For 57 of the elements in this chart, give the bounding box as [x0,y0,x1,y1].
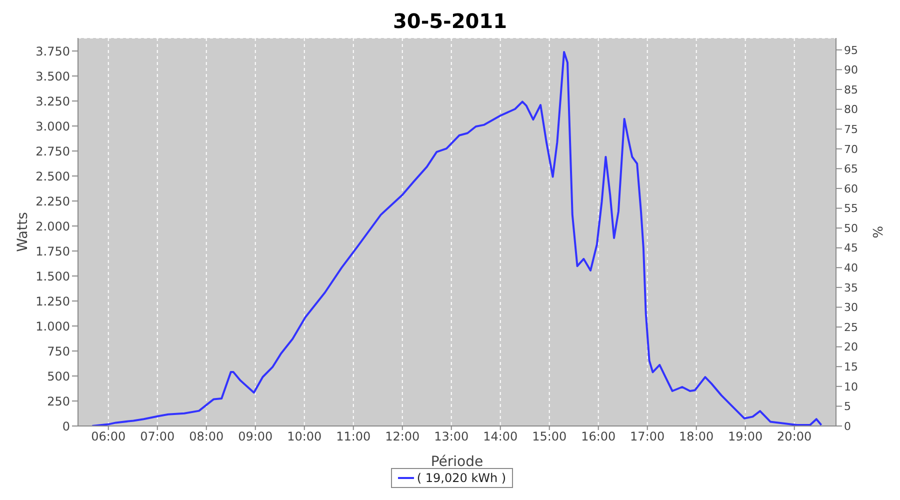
x-tick-label: 19:00 [728,430,763,444]
y-axis-title: Watts [14,212,31,252]
y-tick-label: 3.750 [36,44,70,58]
y2-tick-label: 45 [844,242,858,255]
y2-tick-label: 0 [844,420,851,433]
y2-tick-label: 90 [844,64,858,77]
y2-tick-label: 70 [844,142,858,156]
x-tick-label: 11:00 [336,430,371,444]
y2-tick-label: 95 [844,44,858,57]
y2-tick-label: 65 [844,162,858,176]
y-tick-label: 1.250 [36,294,70,308]
y2-tick-label: 80 [844,103,858,116]
y2-tick-label: 60 [844,182,858,196]
line-series [91,51,822,426]
y-tick-label: 3.500 [36,69,70,84]
y-tick-label: 2.500 [36,169,70,184]
x-tick-label: 16:00 [581,430,616,444]
y2-tick-label: 20 [844,340,858,354]
y2-tick-label: 30 [844,301,858,314]
y-tick-label: 3.000 [36,119,70,134]
x-tick-label: 12:00 [385,430,420,444]
y-tick-label: 750 [47,344,70,358]
chart-title: 30-5-2011 [392,8,508,34]
x-tick-label: 18:00 [679,430,714,444]
y-tick-label: 1.500 [36,269,70,284]
y-tick-label: 3.250 [36,94,70,108]
y2-tick-label: 40 [844,262,858,275]
y2-tick-label: 10 [844,380,858,394]
y-tick-label: 0 [62,419,70,434]
x-tick-label: 09:00 [238,430,273,444]
y-tick-label: 500 [47,369,70,384]
y-tick-label: 1.000 [36,319,70,334]
y2-tick-label: 35 [844,281,858,294]
y2-tick-label: 75 [844,122,858,136]
x-tick-label: 14:00 [483,430,518,444]
y2-tick-label: 50 [844,222,858,235]
x-tick-label: 08:00 [189,430,224,444]
legend-label: ( 19,020 kWh ) [416,471,506,485]
y2-tick-label: 25 [844,320,858,334]
x-tick-label: 07:00 [140,430,175,444]
x-tick-label: 10:00 [287,430,322,444]
x-tick-label: 20:00 [777,430,812,444]
y-tick-label: 2.250 [36,194,70,208]
y-tick-label: 2.750 [36,144,70,158]
y2-axis-title: % [872,226,887,238]
y2-tick-label: 5 [844,400,851,414]
y-tick-label: 250 [47,394,70,408]
x-axis-title: Période [430,454,484,470]
y2-tick-label: 85 [844,83,858,96]
x-tick-label: 15:00 [532,430,567,444]
y2-tick-label: 55 [844,202,858,216]
y-tick-label: 2.000 [36,219,70,234]
x-tick-label: 13:00 [434,430,469,444]
x-tick-label: 17:00 [630,430,665,444]
x-tick-label: 06:00 [91,430,126,444]
y2-tick-label: 15 [844,360,858,374]
y-tick-label: 1.750 [36,244,70,258]
